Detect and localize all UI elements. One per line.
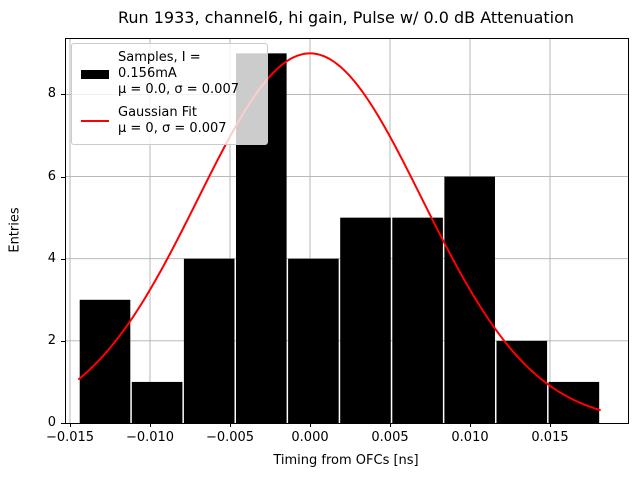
x-tick-mark [550,423,551,427]
y-tick-mark [61,423,65,424]
x-tick-mark [470,423,471,427]
y-tick-mark [61,340,65,342]
x-tick-label: 0.015 [531,430,569,445]
histogram-bar [340,217,391,423]
legend-samples-stats: μ = 0.0, σ = 0.007 [118,82,239,97]
histogram-swatch-icon [81,69,109,79]
chart-title: Run 1933, channel6, hi gain, Pulse w/ 0.… [117,8,575,27]
y-tick-label: 2 [47,332,56,348]
gaussian-fit-line-icon [81,119,109,123]
histogram-bar [131,381,183,423]
histogram-bar [183,258,235,423]
y-tick-label: 6 [47,168,56,184]
legend-fit-stats: μ = 0, σ = 0.007 [118,121,227,136]
y-tick-label: 4 [47,250,56,266]
x-tick-mark [390,423,391,427]
legend-entry-samples: Samples, I = 0.156mA μ = 0.0, σ = 0.007 [81,50,259,98]
y-tick-mark [61,94,65,96]
x-tick-label: −0.005 [205,430,255,445]
x-tick-mark [150,423,151,427]
legend-fit-label: Gaussian Fit [118,105,198,120]
histogram-bar [79,299,131,423]
histogram-bar [444,176,495,423]
histogram-bar [392,217,443,423]
histogram-bar [496,340,548,423]
fit-swatch-column [81,119,109,123]
histogram-bar [548,381,600,423]
x-tick-label: −0.010 [125,430,175,445]
legend: Samples, I = 0.156mA μ = 0.0, σ = 0.007 … [71,43,268,145]
legend-entry-fit-texts: Gaussian Fit μ = 0, σ = 0.007 [118,105,227,137]
x-tick-mark [310,423,311,427]
x-tick-mark [230,423,231,427]
x-tick-mark [70,423,71,427]
y-tick-label: 0 [47,415,56,430]
x-tick-label: 0.010 [451,430,489,445]
y-tick-label: 8 [47,86,56,102]
x-tick-label: 0.005 [371,430,409,445]
y-axis-label: Entries [7,207,23,253]
chart-canvas [66,39,628,423]
legend-entry-gaussian-fit: Gaussian Fit μ = 0, σ = 0.007 [81,105,259,137]
x-axis-label: Timing from OFCs [ns] [273,453,419,468]
y-tick-mark [61,176,65,178]
histogram-swatch-column [81,69,109,79]
x-tick-label: 0.000 [291,430,329,445]
plot-area: Samples, I = 0.156mA μ = 0.0, σ = 0.007 … [65,38,629,424]
histogram-bar [288,258,339,423]
gaussian-fit-curve [77,52,601,412]
y-tick-mark [61,258,65,260]
x-tick-label: −0.015 [45,430,95,445]
legend-entry-samples-texts: Samples, I = 0.156mA μ = 0.0, σ = 0.007 [118,50,259,98]
legend-samples-label: Samples, I = 0.156mA [118,50,201,81]
